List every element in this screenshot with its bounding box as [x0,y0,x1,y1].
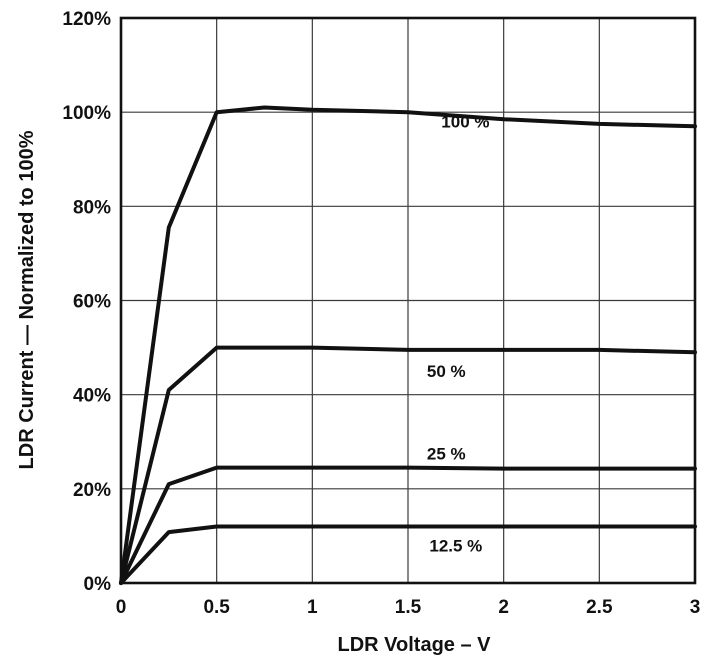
y-tick-label: 80% [73,197,111,218]
series-label: 25 % [427,445,466,464]
y-tick-label: 20% [73,480,111,501]
y-tick-label: 100% [62,103,111,124]
x-tick-label: 0 [116,597,127,618]
y-tick-label: 120% [62,9,111,30]
x-tick-label: 3 [690,597,701,618]
series-lines [119,105,697,585]
series-line-1 [119,345,697,585]
series-label: 12.5 % [429,536,482,555]
y-tick-label: 40% [73,386,111,407]
series-labels: 100 % 50 % 25 % 12.5 % [427,113,490,556]
y-axis-title: LDR Current — Normalized to 100% [16,130,38,469]
series-line-2 [119,465,697,585]
x-axis-title: LDR Voltage – V [338,634,492,656]
series-label: 100 % [441,113,489,132]
x-tick-label: 1 [307,597,318,618]
x-tick-label: 0.5 [203,597,230,618]
grid [121,18,695,583]
series-label: 50 % [427,362,466,381]
x-tick-label: 2 [498,597,509,618]
plot-frame [119,16,697,585]
series-line-3 [119,524,697,585]
y-tick-label: 0% [84,574,112,595]
series-line-0 [119,105,697,585]
x-tick-label: 2.5 [586,597,613,618]
x-tick-label: 1.5 [395,597,422,618]
tick-labels: 0 0.5 1 1.5 2 2.5 3 0% 20% 40% 60% 80% 100% 120% [62,9,700,618]
y-tick-label: 60% [73,292,111,313]
